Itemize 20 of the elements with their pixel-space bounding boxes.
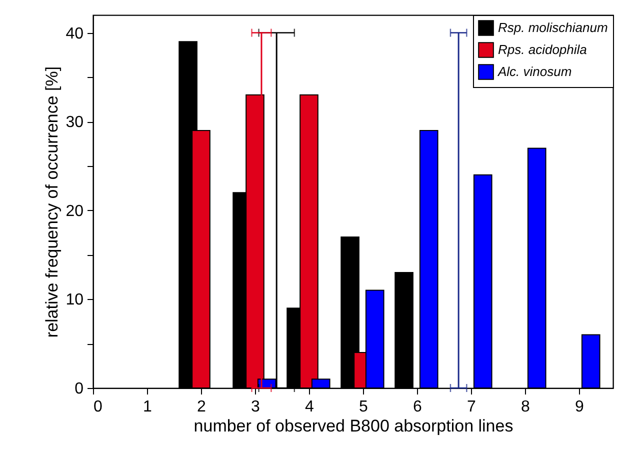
x-tick-label: 0 — [94, 398, 102, 416]
y-tick-label: 40 — [66, 25, 84, 42]
x-tick-label: 5 — [359, 398, 368, 416]
y-tick-label: 30 — [66, 114, 84, 132]
x-tick-label: 1 — [143, 398, 152, 416]
x-tick-label: 3 — [251, 398, 260, 416]
legend-label: Alc. vinosum — [497, 64, 572, 79]
x-tick-label: 7 — [467, 398, 476, 416]
y-tick-label: 10 — [66, 292, 84, 309]
x-tick-label: 4 — [305, 398, 314, 416]
x-tick-label: 2 — [197, 398, 206, 416]
x-tick-label: 6 — [413, 398, 422, 416]
y-tick-label: 0 — [74, 380, 84, 398]
y-axis-title: relative frequency of occurrence [%] — [42, 66, 62, 338]
legend-label: Rps. acidophila — [498, 42, 587, 57]
y-tick-label: 20 — [66, 202, 84, 220]
x-tick-label: 9 — [575, 398, 584, 416]
legend-label: Rsp. molischianum — [498, 20, 608, 35]
x-tick-label: 8 — [521, 398, 530, 416]
x-axis-title: number of observed B800 absorption lines — [194, 416, 514, 436]
